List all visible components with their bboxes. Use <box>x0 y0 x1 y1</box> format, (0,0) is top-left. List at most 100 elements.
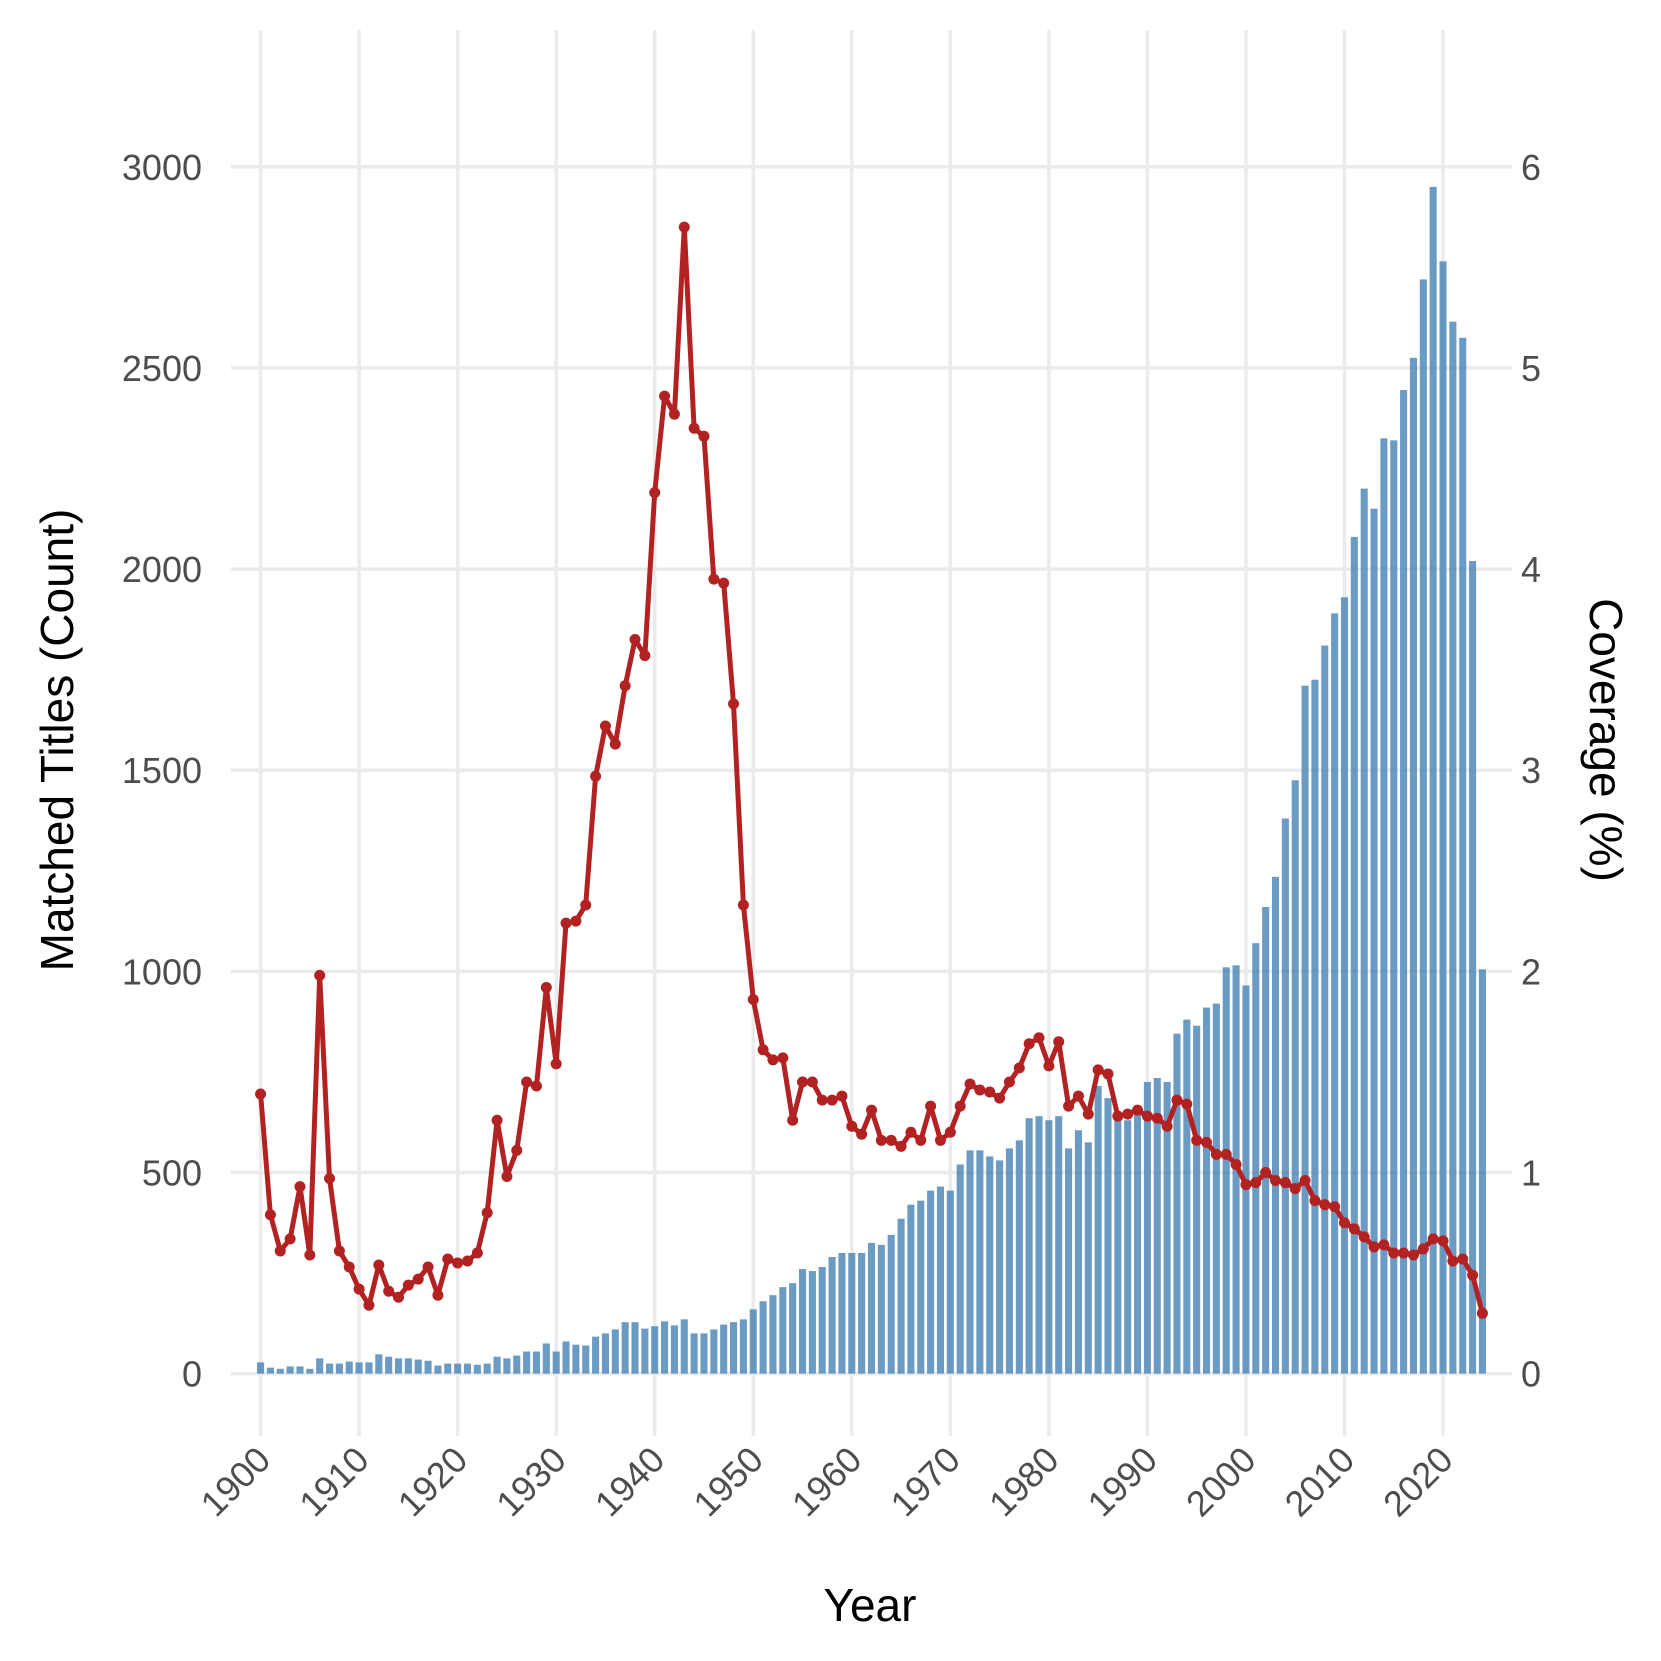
coverage-point <box>708 573 720 585</box>
bar <box>1055 1116 1063 1374</box>
coverage-point <box>954 1100 966 1112</box>
y2-tick-label: 6 <box>1521 147 1541 188</box>
y-tick-label: 500 <box>142 1153 202 1194</box>
bar <box>424 1360 432 1374</box>
coverage-point <box>304 1249 316 1261</box>
bar <box>927 1190 935 1374</box>
coverage-point <box>925 1100 937 1112</box>
coverage-point <box>363 1299 375 1311</box>
coverage-point <box>1181 1098 1193 1110</box>
coverage-point <box>1023 1038 1035 1050</box>
coverage-point <box>1279 1177 1291 1189</box>
coverage-point <box>1092 1064 1104 1076</box>
bar <box>1271 876 1280 1374</box>
bar <box>710 1329 718 1374</box>
x-tick-label: 2000 <box>1178 1439 1264 1525</box>
bar <box>828 1256 836 1374</box>
bar <box>513 1355 521 1374</box>
x-tick-label: 1990 <box>1079 1439 1165 1525</box>
coverage-point <box>1309 1195 1321 1207</box>
bar <box>375 1354 383 1374</box>
bar <box>966 1150 974 1374</box>
bar <box>1252 943 1260 1374</box>
x-tick-label: 1950 <box>685 1439 771 1525</box>
bar <box>1183 1019 1191 1374</box>
bar <box>769 1295 777 1374</box>
bar <box>257 1362 265 1374</box>
coverage-point <box>501 1171 513 1183</box>
bar <box>276 1368 284 1374</box>
coverage-point <box>481 1207 493 1219</box>
x-tick-label: 1900 <box>193 1439 279 1525</box>
bar <box>601 1333 609 1374</box>
coverage-point <box>639 650 651 662</box>
bar <box>700 1333 708 1374</box>
coverage-point <box>934 1134 946 1146</box>
coverage-point <box>373 1259 385 1271</box>
coverage-point <box>747 994 759 1006</box>
coverage-point <box>1033 1032 1045 1044</box>
bar <box>1291 780 1299 1374</box>
bar <box>1301 685 1309 1374</box>
y-tick-label: 2000 <box>122 549 202 590</box>
bar <box>877 1244 885 1374</box>
bar <box>562 1341 570 1374</box>
coverage-point <box>728 698 740 710</box>
coverage-line-series <box>255 221 1488 1319</box>
coverage-point <box>1112 1110 1124 1122</box>
coverage-point <box>1348 1223 1360 1235</box>
coverage-point <box>393 1291 405 1303</box>
coverage-point <box>1289 1183 1301 1195</box>
coverage-point <box>1476 1307 1488 1319</box>
coverage-point <box>816 1094 828 1106</box>
coverage-point <box>1082 1108 1094 1120</box>
coverage-point <box>530 1080 542 1092</box>
coverage-point <box>1358 1231 1370 1243</box>
coverage-point <box>1368 1241 1380 1253</box>
bar <box>759 1301 767 1374</box>
bar <box>355 1362 363 1374</box>
coverage-point <box>1270 1175 1282 1187</box>
bar <box>523 1351 531 1374</box>
coverage-point <box>875 1134 887 1146</box>
bar <box>1035 1116 1043 1374</box>
coverage-point <box>590 770 602 782</box>
bar <box>1212 1003 1220 1374</box>
coverage-point <box>580 899 592 911</box>
bar <box>444 1363 452 1374</box>
bar <box>798 1269 807 1374</box>
bar <box>473 1364 481 1374</box>
coverage-point <box>1299 1175 1311 1187</box>
bar <box>1262 906 1270 1374</box>
bar <box>1074 1130 1082 1374</box>
bar <box>897 1218 905 1374</box>
bar <box>1084 1142 1092 1374</box>
coverage-point <box>1378 1239 1390 1251</box>
coverage-point <box>826 1094 838 1106</box>
bar <box>976 1150 984 1374</box>
coverage-point <box>836 1090 848 1102</box>
bar <box>463 1363 472 1374</box>
coverage-point <box>1457 1253 1469 1265</box>
coverage-point <box>797 1076 809 1088</box>
coverage-point <box>866 1104 877 1116</box>
bar <box>1400 390 1408 1374</box>
coverage-point <box>915 1134 927 1146</box>
coverage-point <box>1132 1104 1144 1116</box>
bar <box>690 1333 698 1374</box>
bar <box>838 1252 846 1374</box>
coverage-point <box>1013 1062 1025 1074</box>
coverage-point <box>1141 1110 1153 1122</box>
coverage-point <box>1329 1201 1341 1213</box>
coverage-point <box>1437 1235 1449 1247</box>
bar <box>1429 186 1437 1374</box>
bar <box>572 1344 580 1374</box>
bar <box>1202 1007 1211 1374</box>
bar <box>907 1204 915 1374</box>
coverage-point <box>1417 1243 1429 1255</box>
bar <box>986 1156 994 1374</box>
y2-tick-label: 3 <box>1521 750 1541 791</box>
coverage-point <box>629 633 641 645</box>
coverage-point <box>1043 1060 1055 1072</box>
